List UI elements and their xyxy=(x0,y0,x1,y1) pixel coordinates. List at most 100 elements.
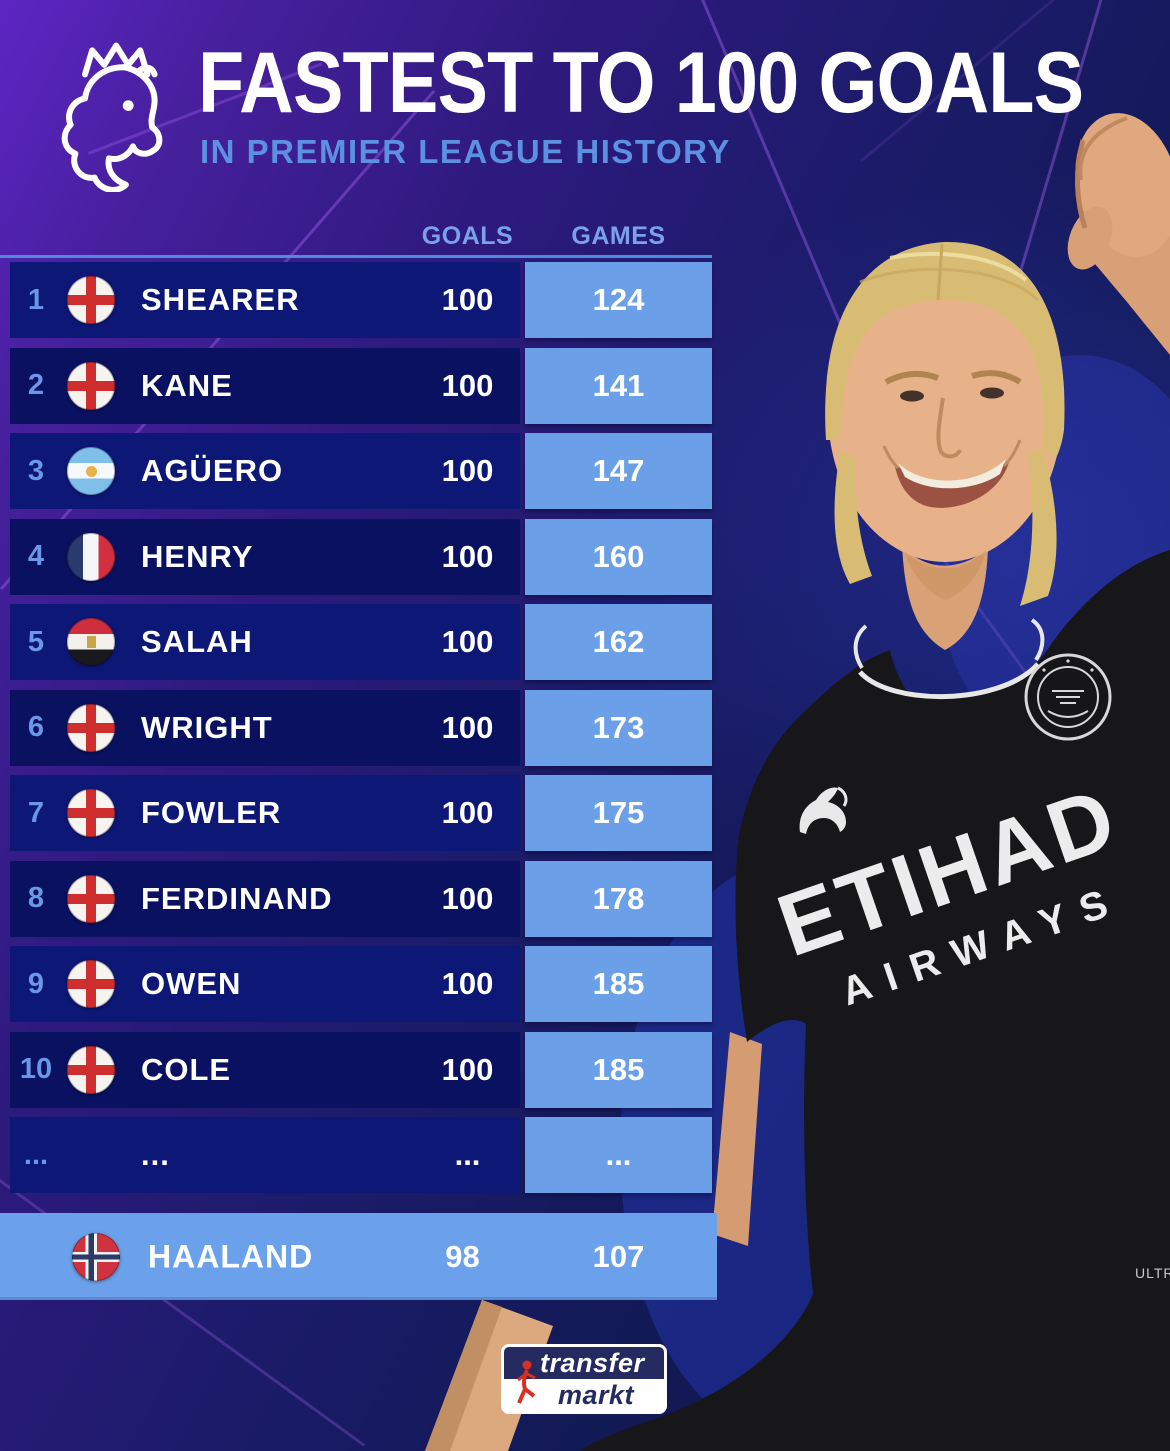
transfermarkt-wordmark-top: transfer xyxy=(540,1348,645,1378)
goals-value: 100 xyxy=(441,709,494,745)
goals-value: 100 xyxy=(441,966,494,1001)
rank-value: 10 xyxy=(19,1053,53,1085)
player-cell: 7 FOWLER 100 xyxy=(10,775,520,851)
highlight-row-haaland: HAALAND 98 107 xyxy=(0,1213,717,1300)
flag-france-icon xyxy=(67,532,115,581)
games-cell: 185 xyxy=(525,946,712,1022)
goals-value: ... xyxy=(454,1137,481,1172)
table-row: 7 FOWLER 100 175 xyxy=(10,775,722,851)
flag-norway-icon xyxy=(72,1232,120,1281)
player-cell: 5 SALAH 100 xyxy=(10,604,520,680)
games-value: 162 xyxy=(592,624,645,659)
player-name: OWEN xyxy=(141,966,242,1001)
rank-value: ... xyxy=(23,1138,49,1171)
page-subtitle: IN PREMIER LEAGUE HISTORY xyxy=(200,133,731,170)
table-row: 5 SALAH 100 162 xyxy=(10,604,722,680)
games-column-header: GAMES xyxy=(571,222,666,250)
goals-value: 100 xyxy=(441,624,494,659)
transfermarkt-logo: transfer markt xyxy=(501,1344,667,1414)
player-cell: 3 AGÜERO 100 xyxy=(10,433,520,509)
games-cell: 160 xyxy=(525,518,712,595)
player-cell: 9 OWEN 100 xyxy=(10,946,520,1022)
transfermarkt-wordmark-bottom: markt xyxy=(558,1380,635,1410)
flag-argentina-icon xyxy=(67,447,115,495)
player-name: KANE xyxy=(141,367,233,403)
player-name: ... xyxy=(141,1137,170,1172)
player-name: SALAH xyxy=(141,624,253,659)
rank-value: 2 xyxy=(27,369,45,401)
player-name: WRIGHT xyxy=(141,709,273,745)
rank-value: 3 xyxy=(27,454,45,487)
games-cell: 162 xyxy=(525,604,712,680)
games-value: 175 xyxy=(592,795,645,830)
flag-england-icon xyxy=(67,361,115,410)
table-row: 2 KANE 100 141 xyxy=(10,347,722,424)
player-name: FOWLER xyxy=(141,795,282,830)
table-row: 10 COLE 100 185 xyxy=(10,1031,722,1108)
rank-value: 4 xyxy=(27,540,45,572)
flag-england-icon xyxy=(67,789,115,837)
flag-england-icon xyxy=(67,1045,115,1094)
games-cell: ... xyxy=(525,1117,712,1193)
table-row: 3 AGÜERO 100 147 xyxy=(10,433,722,509)
player-cell: 6 WRIGHT 100 xyxy=(10,689,520,766)
player-cell: 10 COLE 100 xyxy=(10,1031,520,1108)
player-name: COLE xyxy=(141,1051,232,1087)
player-name: AGÜERO xyxy=(141,453,284,488)
goals-value: 100 xyxy=(441,538,494,574)
goals-value: 100 xyxy=(441,1051,494,1087)
flag-england-icon xyxy=(67,874,115,923)
player-cell: 2 KANE 100 xyxy=(10,347,520,424)
goals-value: 100 xyxy=(441,795,494,830)
rank-value: 8 xyxy=(27,882,45,914)
games-cell: 173 xyxy=(525,689,712,766)
player-name: SHEARER xyxy=(141,282,300,317)
flag-england-icon xyxy=(67,960,115,1008)
rank-value: 6 xyxy=(27,711,45,743)
rank-value: 1 xyxy=(27,283,45,316)
rank-value: 5 xyxy=(27,625,45,658)
table-row: 4 HENRY 100 160 xyxy=(10,518,722,595)
flag-england-icon xyxy=(67,276,115,324)
player-cell: 8 FERDINAND 100 xyxy=(10,860,520,937)
player-name: HENRY xyxy=(141,538,254,574)
premier-league-lion-icon xyxy=(61,42,163,192)
player-cell: ... ... ... xyxy=(10,1117,520,1193)
goals-value: 100 xyxy=(441,453,494,488)
games-value: ... xyxy=(605,1137,632,1172)
games-value: 178 xyxy=(592,880,645,916)
games-cell: 147 xyxy=(525,433,712,509)
player-cell: 1 SHEARER 100 xyxy=(10,262,520,338)
games-value: 185 xyxy=(592,966,645,1001)
goals-value: 100 xyxy=(441,282,494,317)
table-row: 9 OWEN 100 185 xyxy=(10,946,722,1022)
table-row: 8 FERDINAND 100 178 xyxy=(10,860,722,937)
games-cell: 175 xyxy=(525,775,712,851)
player-name: FERDINAND xyxy=(141,880,333,916)
games-value: 185 xyxy=(592,1051,645,1087)
games-cell: 178 xyxy=(525,860,712,937)
games-value: 141 xyxy=(592,367,645,403)
goals-value: 98 xyxy=(445,1238,480,1274)
games-cell: 124 xyxy=(525,262,712,338)
games-cell: 185 xyxy=(525,1031,712,1108)
page-title: FASTEST TO 100 GOALS xyxy=(198,35,1084,131)
goals-column-header: GOALS xyxy=(421,222,514,250)
player-cell: 4 HENRY 100 xyxy=(10,518,520,595)
games-cell: 141 xyxy=(525,347,712,424)
rank-value: 9 xyxy=(27,967,45,1000)
transfermarkt-player-icon xyxy=(517,1360,536,1404)
rank-value: 7 xyxy=(27,796,45,829)
player-name: HAALAND xyxy=(148,1238,314,1274)
goals-value: 100 xyxy=(441,367,494,403)
games-value: 107 xyxy=(592,1238,645,1274)
games-value: 124 xyxy=(592,282,645,317)
flag-egypt-icon xyxy=(67,618,115,666)
table-row: 1 SHEARER 100 124 xyxy=(10,262,722,338)
games-value: 147 xyxy=(592,453,645,488)
table-top-border xyxy=(0,255,712,258)
column-headers: GOALS GAMES xyxy=(10,222,722,252)
table-rows: 1 SHEARER 100 124 2 KANE 100 141 3 AGÜER… xyxy=(10,262,722,1203)
